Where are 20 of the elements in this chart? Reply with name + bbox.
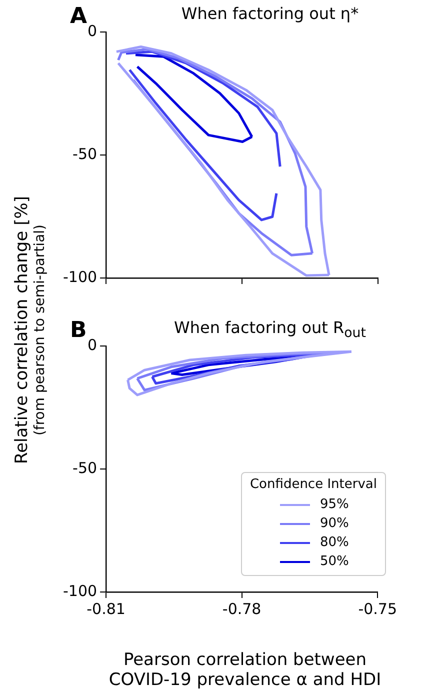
text: B: [70, 318, 87, 343]
y-tick-label: -100: [62, 582, 98, 600]
x-tick-label: -0.81: [86, 600, 126, 618]
legend-label: 95%: [320, 497, 349, 512]
x-tick-label: -0.75: [358, 600, 397, 618]
y-tick-label: 0: [87, 22, 98, 40]
legend-label: 50%: [320, 554, 349, 569]
y-tick-label: -100: [62, 268, 98, 286]
y-tick-label: -50: [72, 458, 98, 477]
legend-title: Confidence Interval: [250, 477, 377, 492]
x-tick-label: -0.78: [222, 600, 262, 618]
y-axis-title: Relative correlation change [%] (from pearson to semi-partial): [12, 196, 48, 464]
x-axis-title: Pearson correlation between COVID-19 prevalence α and HDI: [108, 650, 382, 690]
chart-title: When factoring out η*: [180, 4, 360, 23]
y-tick-label: 0: [87, 336, 98, 354]
text: A: [70, 4, 88, 29]
chart-title: When factoring out R$_{out}$: [173, 318, 367, 342]
legend-label: 80%: [320, 535, 349, 550]
y-tick-label: -50: [72, 144, 98, 163]
legend-label: 90%: [320, 516, 349, 531]
